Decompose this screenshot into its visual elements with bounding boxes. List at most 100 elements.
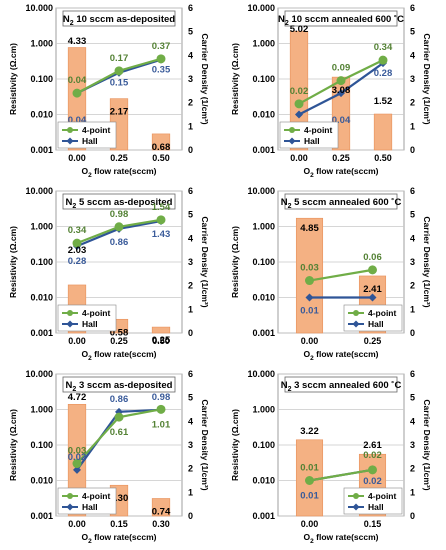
four-point-data-label: 1.54 [152,202,171,213]
y2-tick-label: 2 [410,464,415,474]
legend-item-hall-marker [352,503,360,511]
legend-item-hall-marker [66,503,74,511]
four-point-data-label: 0.01 [300,463,319,474]
legend-item-four-point-marker [67,127,73,133]
y2-tick-label: 6 [188,3,193,13]
bar-data-label: 2.61 [363,440,382,451]
y2-tick-label: 2 [188,98,193,108]
four-point-point [72,238,82,248]
bar-data-label: 0.68 [152,142,171,153]
y2-tick-label: 2 [188,464,193,474]
bar-data-label: 0.74 [152,506,171,517]
y2-axis-label: Carrier Density (1/cm³) [200,33,210,124]
hall-data-label: 0.02 [68,452,87,463]
x-axis-label: O2 flow rate(sccm) [304,166,379,179]
y-tick-label: 0.001 [30,511,53,521]
four-point-point [156,215,166,225]
y-axis-label: Resistivity (Ω.cm) [230,409,240,481]
hall-data-label: 0.15 [110,78,129,89]
bar [295,217,324,334]
four-point-data-label: 0.34 [374,42,393,53]
x-tick-label: 0.25 [110,153,128,163]
y2-tick-label: 5 [410,27,415,37]
y2-tick-label: 5 [188,210,193,220]
legend-item-four-point-label: 4-point [82,491,110,501]
legend-box [343,487,403,515]
x-tick-label: 0.15 [110,519,128,529]
four-point-data-label: 0.98 [110,209,129,220]
four-point-point [114,222,124,232]
legend-item-four-point-label: 4-point [82,125,110,135]
hall-data-label: 0.01 [300,306,319,317]
x-axis-label: O2 flow rate(sccm) [304,532,379,545]
hall-data-label: 1.43 [152,229,171,240]
y-tick-label: 0.001 [252,145,275,155]
y2-tick-label: 4 [188,50,193,60]
y2-tick-label: 1 [188,487,193,497]
y2-tick-label: 1 [188,121,193,131]
legend-item-four-point-marker [289,127,295,133]
hall-point [368,293,377,302]
chart-panel-1: 10.000 1.000 0.100 0.010 0.001 6 5 4 3 2 1 0 0.00 0.2… [8,3,210,179]
bar-data-label: 1.30 [110,493,129,504]
four-point-point [156,404,166,414]
hall-data-label: 0.28 [374,68,393,79]
bar-data-label: 3.22 [300,426,319,437]
legend-box [57,121,117,149]
legend-item-four-point-marker [353,310,359,316]
y-tick-label: 0.001 [30,145,53,155]
legend-item-hall-label: Hall [82,319,98,329]
x-tick-label: 0.50 [152,336,170,346]
x-axis-label: O2 flow rate(sccm) [82,349,157,362]
y2-tick-label: 2 [410,98,415,108]
x-tick-label: 0.30 [152,519,170,529]
y-tick-label: 0.001 [252,328,275,338]
legend-item-four-point-marker [353,493,359,499]
y-axis-label: Resistivity (Ω.cm) [8,226,18,298]
bar-data-label: 0.25 [152,335,171,346]
y2-axis-label: Carrier Density (1/cm³) [422,399,432,490]
x-tick-label: 0.50 [152,153,170,163]
x-tick-label: 0.00 [68,519,86,529]
title-box [62,10,176,27]
y2-tick-label: 2 [410,281,415,291]
legend-item-hall-label: Hall [82,136,98,146]
y2-tick-label: 6 [410,186,415,196]
x-tick-label: 0.25 [332,153,350,163]
legend-box [343,304,403,332]
title-box [284,376,398,393]
bar [151,498,171,517]
four-point-point [368,265,377,275]
y-tick-label: 1.000 [30,39,53,49]
y2-axis-label: Carrier Density (1/cm³) [422,216,432,307]
y-tick-label: 0.100 [30,257,53,267]
y-tick-label: 1.000 [30,405,53,415]
four-point-point [305,276,314,286]
chart-panel-5: 10.000 1.000 0.100 0.010 0.001 6 5 4 3 2 1 0 0.00 0.1… [8,369,210,545]
legend-item-four-point-marker [67,493,73,499]
title-box [284,193,398,210]
legend-item-hall-label: Hall [368,319,384,329]
four-point-data-label: 0.09 [332,63,351,74]
hall-data-label: 0.35 [152,65,171,76]
x-tick-label: 0.00 [290,153,308,163]
x-tick-label: 0.00 [68,153,86,163]
bar-data-label: 0.58 [110,327,129,338]
y2-tick-label: 3 [188,257,193,267]
legend-item-hall-marker [352,320,360,328]
y-tick-label: 1.000 [252,39,275,49]
y-tick-label: 0.001 [252,511,275,521]
x-axis-label: O2 flow rate(sccm) [304,349,379,362]
chart-title: N2 3 sccm as-deposited [66,380,173,393]
legend-item-hall-label: Hall [368,502,384,512]
chart-title: N2 5 sccm annealed 600 ˚C [281,197,402,210]
y2-tick-label: 3 [188,440,193,450]
y-tick-label: 0.010 [30,110,53,120]
x-axis-label: O2 flow rate(sccm) [82,532,157,545]
four-point-data-label: 0.04 [68,75,87,86]
y-tick-label: 0.010 [252,293,275,303]
x-tick-label: 0.00 [68,336,86,346]
four-point-data-label: 0.02 [363,450,382,461]
y-tick-label: 0.001 [30,328,53,338]
four-point-point [72,459,82,469]
